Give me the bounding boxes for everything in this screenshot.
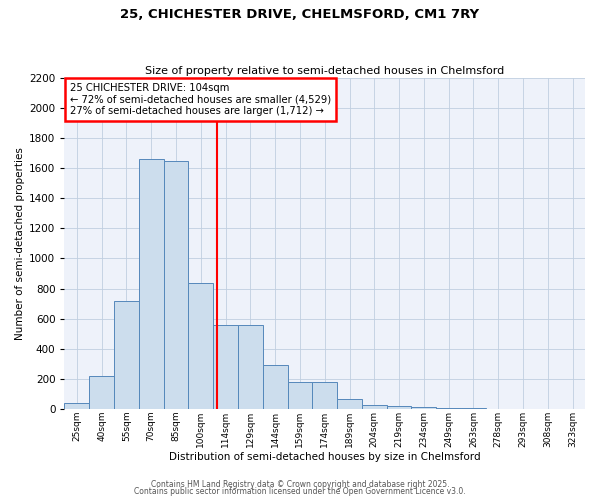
Y-axis label: Number of semi-detached properties: Number of semi-detached properties	[15, 147, 25, 340]
Bar	[362, 404, 386, 409]
Bar	[89, 376, 114, 409]
Text: 25 CHICHESTER DRIVE: 104sqm
← 72% of semi-detached houses are smaller (4,529)
27: 25 CHICHESTER DRIVE: 104sqm ← 72% of sem…	[70, 82, 331, 116]
Bar	[461, 408, 486, 409]
X-axis label: Distribution of semi-detached houses by size in Chelmsford: Distribution of semi-detached houses by …	[169, 452, 481, 462]
Bar	[412, 407, 436, 409]
Text: 25, CHICHESTER DRIVE, CHELMSFORD, CM1 7RY: 25, CHICHESTER DRIVE, CHELMSFORD, CM1 7R…	[121, 8, 479, 20]
Bar	[287, 382, 313, 409]
Text: Contains public sector information licensed under the Open Government Licence v3: Contains public sector information licen…	[134, 487, 466, 496]
Bar	[386, 406, 412, 409]
Text: Contains HM Land Registry data © Crown copyright and database right 2025.: Contains HM Land Registry data © Crown c…	[151, 480, 449, 489]
Bar	[263, 364, 287, 409]
Bar	[164, 160, 188, 409]
Title: Size of property relative to semi-detached houses in Chelmsford: Size of property relative to semi-detach…	[145, 66, 505, 76]
Bar	[188, 282, 213, 409]
Bar	[213, 325, 238, 409]
Bar	[139, 159, 164, 409]
Bar	[436, 408, 461, 409]
Bar	[238, 325, 263, 409]
Bar	[114, 300, 139, 409]
Bar	[313, 382, 337, 409]
Bar	[64, 403, 89, 409]
Bar	[337, 398, 362, 409]
